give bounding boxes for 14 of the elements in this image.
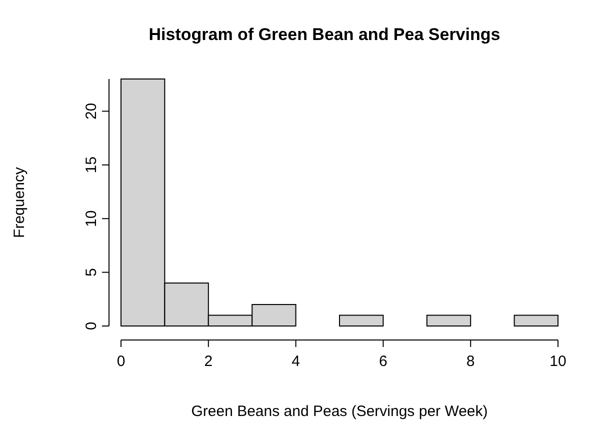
x-tick-label: 8 xyxy=(466,353,475,370)
y-tick-label: 15 xyxy=(83,156,100,174)
x-tick-label: 6 xyxy=(379,353,388,370)
x-tick-label: 0 xyxy=(116,353,126,370)
y-tick-label: 10 xyxy=(83,210,100,227)
y-tick-label: 20 xyxy=(83,102,100,120)
x-tick-label: 10 xyxy=(550,353,566,370)
y-tick-label: 5 xyxy=(83,268,100,276)
x-tick-label: 2 xyxy=(204,353,213,370)
x-tick-label: 4 xyxy=(292,353,300,370)
x-axis-title: Green Beans and Peas (Servings per Week) xyxy=(191,403,488,420)
chart-title: Histogram of Green Bean and Pea Servings xyxy=(148,25,500,44)
y-axis-title: Frequency xyxy=(11,166,28,238)
y-tick-label: 0 xyxy=(83,322,100,330)
